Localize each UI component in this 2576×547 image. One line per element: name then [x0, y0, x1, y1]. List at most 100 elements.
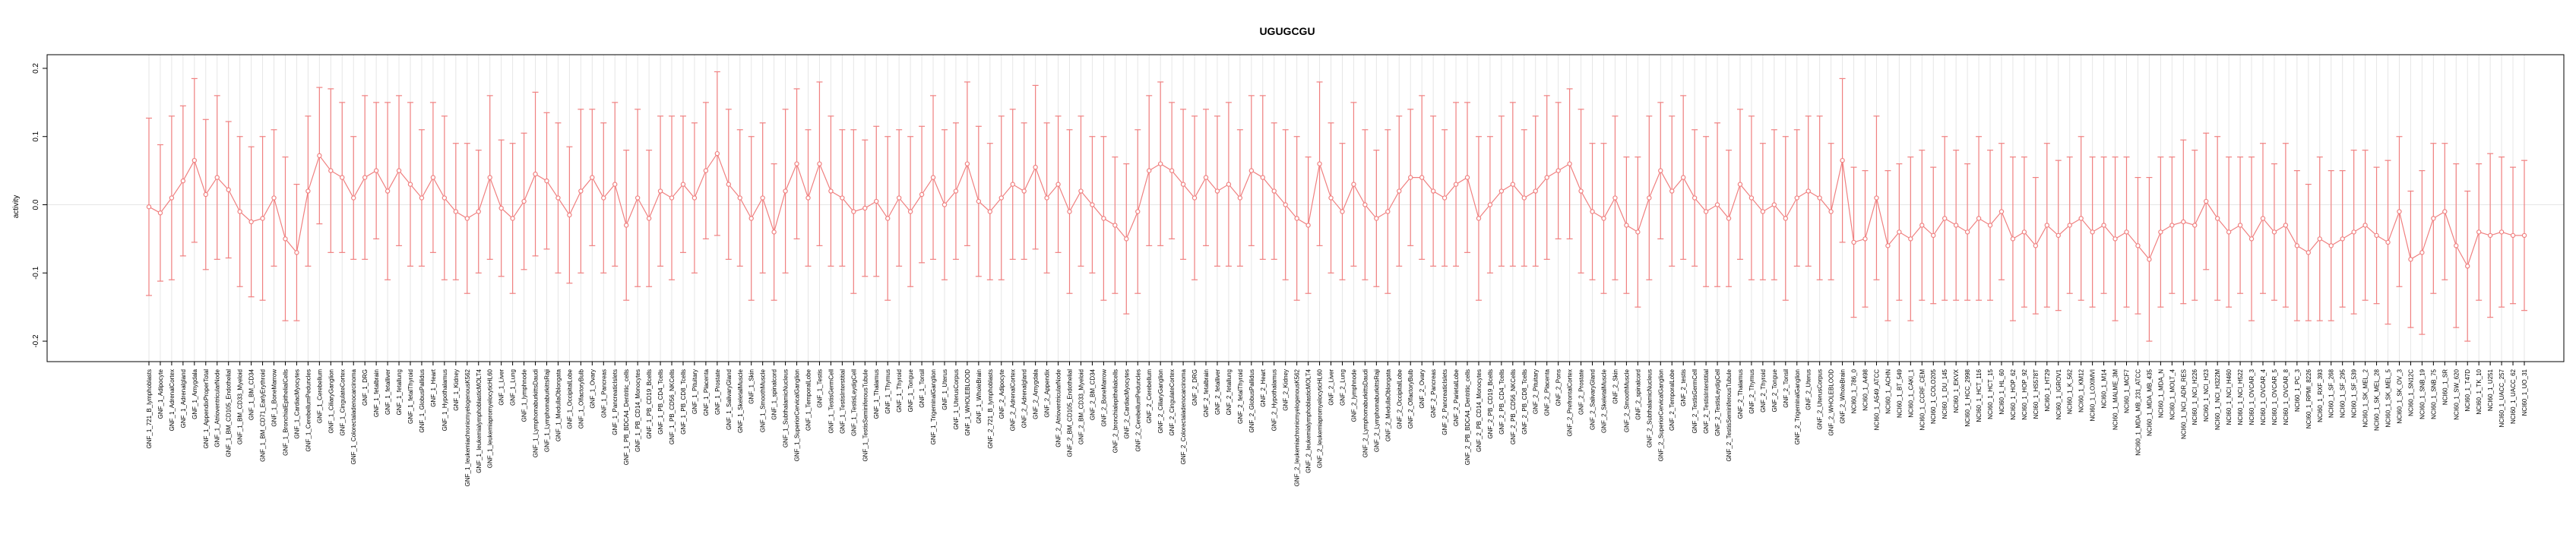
x-tick-label: NCI60_1_NCI_H322M: [2214, 369, 2221, 430]
data-point: [2181, 219, 2186, 225]
x-tick-label: GNF_1_fetallung: [396, 369, 403, 415]
data-point: [2454, 243, 2459, 248]
data-point: [1090, 202, 1095, 207]
data-point: [1464, 175, 1470, 180]
x-tick-label: GNF_2_WholeBrain: [1840, 369, 1847, 424]
x-tick-label: GNF_1_PB_CD8_Tcells: [680, 369, 687, 435]
x-tick-label: GNF_1_CardiacMyocytes: [293, 369, 300, 439]
x-tick-label: NCI60_1_MCF7: [2124, 368, 2131, 413]
data-point: [1567, 161, 1572, 166]
data-point: [1919, 223, 1925, 228]
data-point: [1078, 188, 1084, 194]
x-tick-label: GNF_2_Pituitary: [1533, 369, 1540, 414]
data-point: [1476, 216, 1482, 221]
x-tick-label: GNF_1_GlobusPallidus: [419, 369, 426, 433]
data-point: [1033, 164, 1038, 170]
x-tick-label: GNF_1_TemporalLobe: [805, 368, 812, 430]
x-tick-label: GNF_1_Thalamus: [873, 369, 880, 419]
x-tick-label: NCI60_1_HOP_62: [2010, 368, 2017, 419]
x-tick-label: GNF_1_Liver: [498, 369, 505, 406]
data-point: [1374, 216, 1379, 221]
data-point: [271, 195, 277, 201]
data-point: [430, 175, 436, 180]
data-point: [680, 182, 686, 187]
x-tick-label: GNF_1_TestisSeminiferousTubule: [862, 368, 869, 461]
data-point: [1214, 188, 1220, 194]
x-tick-label: NCI60_1_HCT_116: [1976, 368, 1983, 422]
x-tick-label: GNF_1_SuperiorCervicalGanglion: [794, 369, 801, 461]
data-point: [476, 209, 481, 214]
x-tick-label: GNF_1_UterusCorpus: [953, 369, 960, 430]
data-point: [1203, 175, 1209, 180]
data-point: [1941, 216, 1948, 221]
y-tick-label: 0.2: [32, 63, 40, 74]
x-tick-label: GNF_2_PrefrontalCortex: [1567, 369, 1574, 436]
x-tick-label: NCI60_1_SK_MEL_2: [2362, 368, 2369, 427]
x-tick-label: GNF_2_Uterus: [1805, 369, 1812, 410]
x-tick-label: GNF_1_SubthalamicNucleus: [783, 369, 790, 447]
data-point: [1612, 195, 1618, 201]
data-point: [2033, 243, 2039, 248]
data-point: [1987, 223, 1993, 228]
data-point: [1226, 182, 1232, 187]
data-point: [635, 195, 641, 201]
data-point: [1112, 223, 1118, 228]
data-point: [907, 209, 913, 214]
x-tick-label: GNF_1_BM_CD71_EarlyErythroid: [260, 369, 267, 462]
x-tick-label: GNF_2_SalivaryGland: [1590, 369, 1597, 430]
x-tick-label: GNF_1_leukemiapromyelocyticHL60: [487, 368, 494, 468]
y-axis-label: activity: [12, 195, 21, 219]
data-point: [748, 216, 754, 221]
data-point: [1067, 209, 1072, 214]
data-point: [340, 175, 345, 180]
chart-title: UGUGCGU: [1259, 25, 1315, 37]
data-point: [703, 168, 709, 173]
data-point: [1419, 175, 1425, 180]
x-tick-label: GNF_1_PB_CD56_NKCells: [669, 369, 676, 444]
data-point: [1044, 195, 1049, 201]
data-point: [976, 198, 982, 204]
data-point: [464, 216, 470, 221]
x-tick-label: GNF_1_LymphomaburkittsRaji: [543, 369, 550, 452]
x-tick-label: GNF_2_LymphomaburkittsDaudi: [1362, 369, 1369, 457]
x-tick-label: GNF_2_PB_CD14_Monocytes: [1476, 369, 1483, 452]
x-tick-label: NCI60_1_OVCAR_3: [2248, 368, 2255, 425]
x-tick-label: GNF_2_lymphnode: [1350, 368, 1357, 422]
x-tick-label: GNF_1_leukemialymphoblasticMOLT4: [476, 368, 483, 473]
data-point: [1908, 236, 1913, 242]
data-point: [283, 236, 288, 242]
data-point: [896, 195, 902, 201]
x-tick-label: GNF_2_ParietalLobe: [1453, 368, 1460, 426]
data-point: [657, 188, 663, 194]
data-point: [260, 216, 265, 221]
x-tick-label: NCI60_1_MDA_MB_435: [2146, 368, 2153, 436]
data-point: [1885, 243, 1891, 248]
x-tick-label: GNF_2_Tonsil: [1783, 369, 1790, 408]
x-tick-label: NCI60_1_HCC_2998: [1964, 368, 1971, 426]
data-point: [1169, 168, 1175, 173]
data-point: [601, 195, 606, 201]
x-tick-label: NCI60_1_TK_10: [2476, 368, 2483, 414]
x-tick-label: GNF_2_OlfactoryBulb: [1407, 368, 1414, 428]
x-tick-label: GNF_2_TestisInterstitial: [1703, 369, 1710, 434]
x-tick-label: GNF_1_CiliaryGanglion: [328, 369, 334, 433]
x-tick-label: GNF_2_TestisSeminiferousTubule: [1726, 368, 1733, 461]
x-tick-label: GNF_2_Amygdala: [1033, 368, 1040, 419]
data-point: [2374, 232, 2379, 239]
x-tick-label: GNF_1_CingulateCortex: [339, 369, 346, 436]
data-point: [1555, 168, 1561, 173]
data-point: [1897, 229, 1902, 235]
data-point: [2078, 216, 2084, 221]
data-point: [1976, 216, 1982, 221]
data-point: [373, 168, 379, 173]
x-tick-label: GNF_2_OccipitalLobe: [1396, 368, 1403, 428]
x-tick-label: GNF_1_SalivaryGland: [726, 369, 733, 430]
x-tick-label: GNF_2_Thymus: [1748, 369, 1755, 414]
x-tick-label: GNF_2_CiliaryGanglion: [1157, 369, 1164, 433]
x-tick-label: GNF_1_Cerebellum: [316, 369, 323, 423]
data-point: [2442, 209, 2448, 214]
x-tick-label: NCI60_1_NCI_H23: [2203, 368, 2210, 421]
data-point: [1874, 195, 1879, 201]
